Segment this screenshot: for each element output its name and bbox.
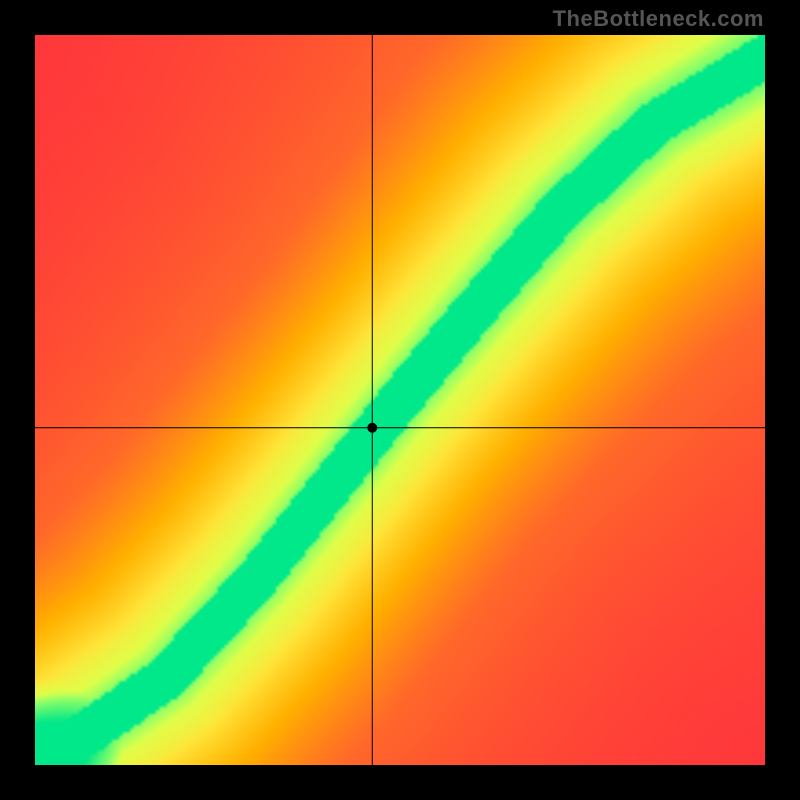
bottleneck-heatmap	[35, 35, 765, 765]
watermark-text: TheBottleneck.com	[553, 6, 764, 32]
chart-container: TheBottleneck.com	[0, 0, 800, 800]
